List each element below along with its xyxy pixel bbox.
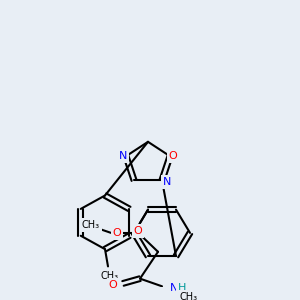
Text: N: N: [163, 177, 171, 187]
Text: CH₃: CH₃: [82, 220, 100, 230]
Text: N: N: [170, 283, 178, 293]
Text: CH₃: CH₃: [180, 292, 198, 300]
Text: O: O: [169, 151, 177, 161]
Text: O: O: [109, 280, 117, 290]
Text: O: O: [134, 226, 142, 236]
Text: N: N: [119, 151, 127, 161]
Text: O: O: [112, 228, 122, 238]
Text: H: H: [178, 283, 186, 293]
Text: CH₃: CH₃: [101, 271, 119, 281]
